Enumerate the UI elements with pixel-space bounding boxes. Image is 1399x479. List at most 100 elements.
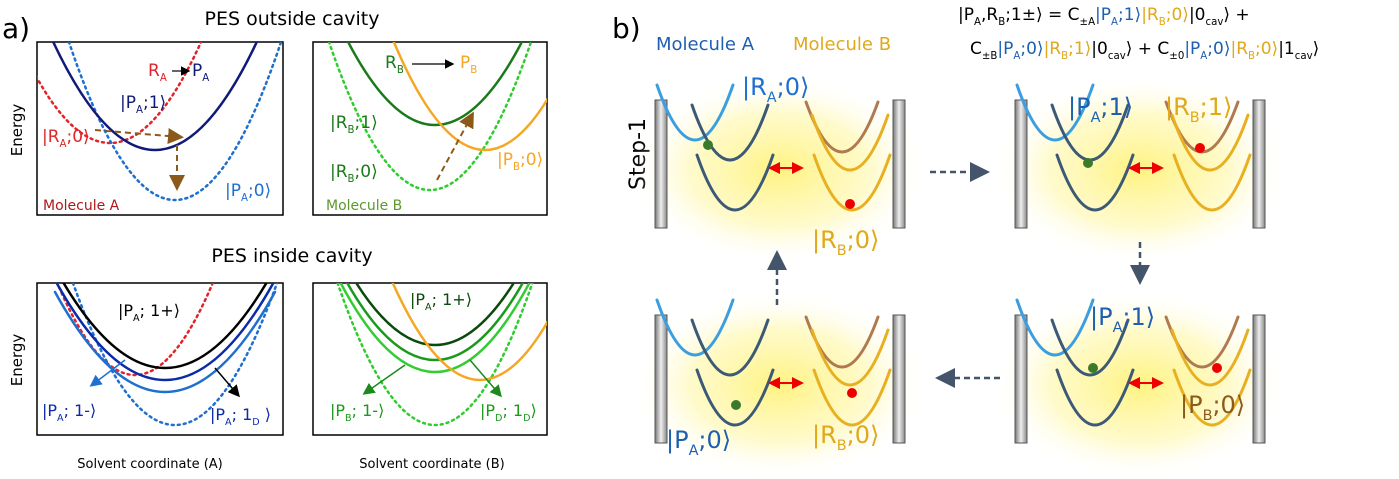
label-part: ;1⟩: [1068, 39, 1091, 59]
state-dot: [1083, 158, 1093, 168]
state-label: |PA;1⟩: [1090, 303, 1155, 336]
mirror: [1252, 314, 1266, 444]
label-part: ;1±⟩ = C: [1005, 5, 1079, 25]
label-part: ;0⟩: [847, 421, 880, 449]
label-part: cav: [1295, 51, 1313, 62]
curve: [1055, 153, 1135, 212]
curve: [55, 283, 275, 382]
state-dot: [731, 400, 741, 410]
label-part: ;0⟩: [847, 226, 880, 254]
label-part: |P: [210, 405, 225, 424]
label-part: B: [513, 162, 520, 173]
label-part: ;0⟩: [698, 426, 731, 454]
label-part: A: [225, 417, 232, 428]
label-part: ;0⟩: [1207, 39, 1230, 59]
curve: [695, 153, 775, 212]
label-part: B: [1203, 408, 1213, 424]
label-part: A: [1091, 110, 1101, 126]
label-part: |P: [666, 426, 689, 454]
state-label: |PA; 1D ⟩: [210, 405, 271, 428]
axis-label: Energy: [8, 334, 26, 387]
arrow: [436, 111, 474, 181]
label-part: |R: [330, 113, 348, 133]
label-part: ;0⟩: [248, 181, 271, 201]
state-label: |PB; 1-⟩: [330, 401, 384, 424]
mirror: [892, 314, 906, 444]
state-label: |PA;1⟩: [120, 93, 166, 116]
label-part: |R: [812, 421, 837, 449]
label-part: ;0⟩: [1020, 39, 1043, 59]
label-part: ,R: [981, 5, 998, 25]
equation-line: C±B|PA;0⟩|RB;1⟩|0cav⟩ + C±0|PA;0⟩|RB;0⟩|…: [970, 39, 1319, 62]
state-label: |RB;0⟩: [812, 421, 879, 454]
state-label: |PD; 1D⟩: [480, 401, 537, 424]
curve: [51, 42, 259, 151]
arrow: [214, 367, 240, 398]
label-part: |P: [120, 93, 136, 113]
label-part: ±0: [1169, 51, 1184, 62]
state-label: RA: [148, 61, 167, 84]
arrow: [89, 359, 126, 387]
curve: [354, 283, 516, 347]
label-part: cav: [1108, 51, 1126, 62]
label-part: A: [425, 302, 432, 313]
label-part: |P: [997, 39, 1013, 59]
label-part: B: [470, 65, 477, 76]
box: [36, 41, 284, 216]
label-part: |P: [497, 150, 513, 170]
label-part: ;1⟩: [1118, 5, 1141, 25]
arrow: [362, 364, 406, 395]
panel-label: b): [612, 12, 641, 45]
label-part: A: [133, 313, 140, 324]
label-part: P: [460, 53, 470, 73]
label-part: A: [767, 90, 777, 106]
label-part: ;0⟩: [1255, 39, 1278, 59]
dotted-curve: [336, 283, 534, 427]
state-label: |PA; 1+⟩: [410, 290, 472, 313]
curve: [1172, 153, 1252, 212]
label-part: A: [202, 73, 209, 84]
curve: [53, 290, 277, 394]
mirror: [654, 99, 668, 229]
label-part: ;0⟩: [67, 127, 90, 147]
label-part: D: [523, 413, 530, 424]
label-part: |P: [958, 5, 974, 25]
label-part: ; 1+⟩: [432, 290, 472, 309]
label-part: ; 1: [502, 401, 523, 420]
label-part: |R: [1044, 39, 1062, 59]
label-part: |0: [1189, 5, 1206, 25]
equation-line: |PA,RB;1±⟩ = C±A|PA;1⟩|RB;0⟩|0cav⟩ +: [958, 5, 1250, 28]
axis-label: Solvent coordinate (B): [359, 457, 505, 472]
label-part: A: [160, 73, 167, 84]
state-dot: [845, 199, 855, 209]
mirror: [654, 314, 668, 444]
curve: [346, 42, 524, 127]
state-dot: [1088, 363, 1098, 373]
label-part: |1: [1278, 39, 1295, 59]
curve: [1015, 83, 1095, 142]
label-part: ;0⟩: [355, 162, 378, 182]
molecule-label: Molecule B: [326, 198, 402, 214]
label-part: D: [495, 413, 502, 424]
label-part: ±A: [1080, 17, 1096, 28]
label-part: A: [241, 193, 248, 204]
state-label: |RB;1⟩: [1165, 93, 1232, 126]
label-part: B: [345, 413, 352, 424]
curve: [1050, 318, 1130, 377]
label-part: |P: [1090, 303, 1113, 331]
label-part: A: [60, 139, 67, 150]
state-label: PA: [192, 61, 209, 84]
molecule-label: Molecule A: [43, 198, 120, 214]
curve: [1055, 368, 1135, 427]
curve: [655, 298, 735, 357]
curve: [690, 103, 770, 162]
label-part: |R: [1230, 39, 1248, 59]
label-part: |R: [812, 226, 837, 254]
label-part: ;0⟩: [1212, 391, 1245, 419]
label-part: P: [192, 61, 202, 81]
label-part: A: [974, 17, 981, 28]
label-part: |R: [42, 127, 60, 147]
label-part: ;1⟩: [143, 93, 166, 113]
label-part: A: [1013, 51, 1020, 62]
mirror: [892, 99, 906, 229]
